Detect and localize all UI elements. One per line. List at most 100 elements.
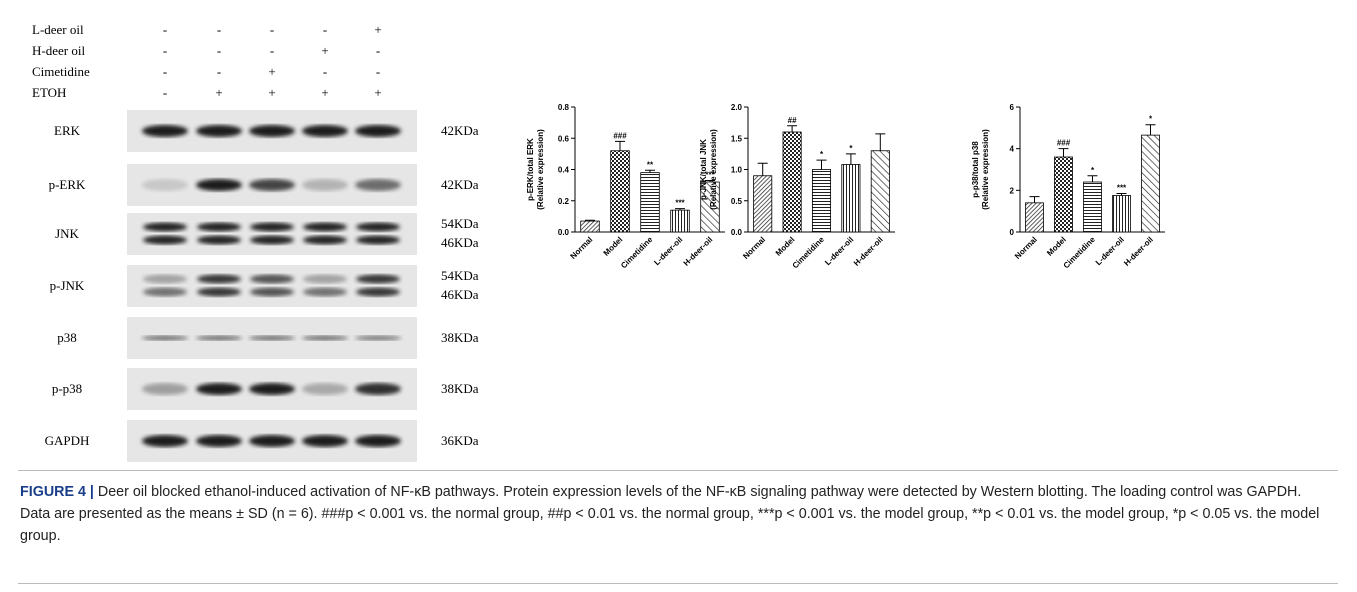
y-tick-label: 4 (1010, 145, 1015, 154)
treatment-label: Cimetidine (32, 64, 90, 79)
significance-mark: * (820, 150, 824, 159)
blot-band (196, 336, 242, 341)
molecular-weight: 42KDa (441, 123, 479, 138)
x-tick-label: Model (1045, 235, 1068, 258)
x-tick-label: Cimetidine (791, 235, 827, 271)
blot-band (356, 223, 400, 232)
treatment-label: H-deer oil (32, 43, 85, 58)
y-tick-label: 0.0 (558, 228, 570, 237)
blot-band (303, 275, 347, 284)
y-tick-label: 0 (1010, 228, 1015, 237)
bar (1055, 157, 1073, 232)
error-bar (787, 126, 797, 132)
treatment-sign: - (163, 85, 167, 100)
molecular-weight: 54KDa (441, 216, 479, 231)
blot-band (143, 223, 187, 232)
figure: L-deer oil----+H-deer oil---+-Cimetidine… (0, 0, 1357, 470)
y-tick-label: 6 (1010, 103, 1015, 112)
bar (1142, 135, 1160, 232)
y-axis-label: p-p38/total p38 (971, 141, 980, 198)
blot-label: p-ERK (49, 177, 86, 192)
blot-band (355, 435, 401, 447)
blot-band (303, 288, 347, 297)
blot-membrane (127, 265, 417, 307)
significance-mark: *** (675, 199, 685, 208)
error-bar (1030, 197, 1040, 203)
blot-band (356, 275, 400, 284)
blot-label: JNK (55, 226, 79, 241)
y-tick-label: 1.0 (731, 166, 743, 175)
error-bar (1146, 125, 1156, 135)
blot-band (249, 125, 295, 137)
significance-mark: * (1091, 166, 1095, 175)
blot-band (143, 288, 187, 297)
molecular-weight: 36KDa (441, 433, 479, 448)
x-tick-label: L-deer-oil (823, 235, 855, 267)
page: L-deer oil----+H-deer oil---+-Cimetidine… (0, 0, 1357, 592)
bar (1113, 196, 1131, 232)
blot-label: GAPDH (45, 433, 90, 448)
error-bar (1088, 176, 1098, 182)
x-tick-label: Model (774, 235, 797, 258)
y-tick-label: 0.4 (558, 166, 570, 175)
treatment-label: ETOH (32, 85, 66, 100)
x-tick-label: Cimetidine (619, 235, 655, 271)
bar (581, 221, 600, 232)
bar (783, 132, 801, 232)
x-tick-label: H-deer-oil (682, 235, 715, 268)
bar (871, 151, 889, 232)
significance-mark: ### (613, 131, 627, 140)
error-bar (846, 154, 856, 165)
caption-text: Deer oil blocked ethanol-induced activat… (20, 484, 1319, 544)
blot-band (355, 383, 401, 395)
error-bar (817, 160, 827, 169)
bar (754, 176, 772, 232)
molecular-weight: 38KDa (441, 330, 479, 345)
blot-label: p38 (57, 330, 77, 345)
x-tick-label: L-deer-oil (1094, 235, 1126, 267)
treatment-sign: - (376, 64, 380, 79)
treatment-sign: + (374, 22, 381, 37)
y-axis-label: (Relative expression) (536, 129, 545, 210)
treatment-sign: - (217, 43, 221, 58)
y-tick-label: 1.5 (731, 134, 743, 143)
bar (671, 210, 690, 232)
bar (1084, 182, 1102, 232)
blot-band (303, 236, 347, 245)
treatment-sign: - (163, 43, 167, 58)
blot-band (302, 383, 348, 395)
blot-band (142, 435, 188, 447)
x-tick-label: Cimetidine (1062, 235, 1098, 271)
treatment-sign: - (323, 64, 327, 79)
significance-mark: ### (1057, 139, 1071, 148)
treatment-sign: - (217, 64, 221, 79)
bar (1026, 203, 1044, 232)
y-tick-label: 0.5 (731, 197, 743, 206)
error-bar (875, 134, 885, 151)
blot-band (249, 336, 295, 341)
blot-band (196, 125, 242, 137)
figure-caption: FIGURE 4 | Deer oil blocked ethanol-indu… (18, 470, 1338, 584)
blot-label: p-JNK (50, 278, 85, 293)
treatment-sign: + (215, 85, 222, 100)
x-tick-label: Normal (741, 235, 767, 261)
blot-band (302, 336, 348, 341)
blot-band (196, 179, 242, 191)
y-tick-label: 0.8 (558, 103, 570, 112)
significance-mark: ## (788, 116, 797, 125)
x-tick-label: L-deer-oil (652, 235, 684, 267)
blot-band (250, 275, 294, 284)
y-axis-label: p-ERK/total ERK (526, 138, 535, 201)
treatment-sign: - (270, 43, 274, 58)
molecular-weight: 46KDa (441, 287, 479, 302)
molecular-weight: 38KDa (441, 381, 479, 396)
blot-band (355, 179, 401, 191)
blot-band (303, 223, 347, 232)
blot-band (142, 179, 188, 191)
treatment-sign: - (323, 22, 327, 37)
y-tick-label: 0.2 (558, 197, 570, 206)
error-bar (1059, 149, 1069, 157)
molecular-weight: 42KDa (441, 177, 479, 192)
blot-band (142, 383, 188, 395)
blot-label: p-p38 (52, 381, 82, 396)
